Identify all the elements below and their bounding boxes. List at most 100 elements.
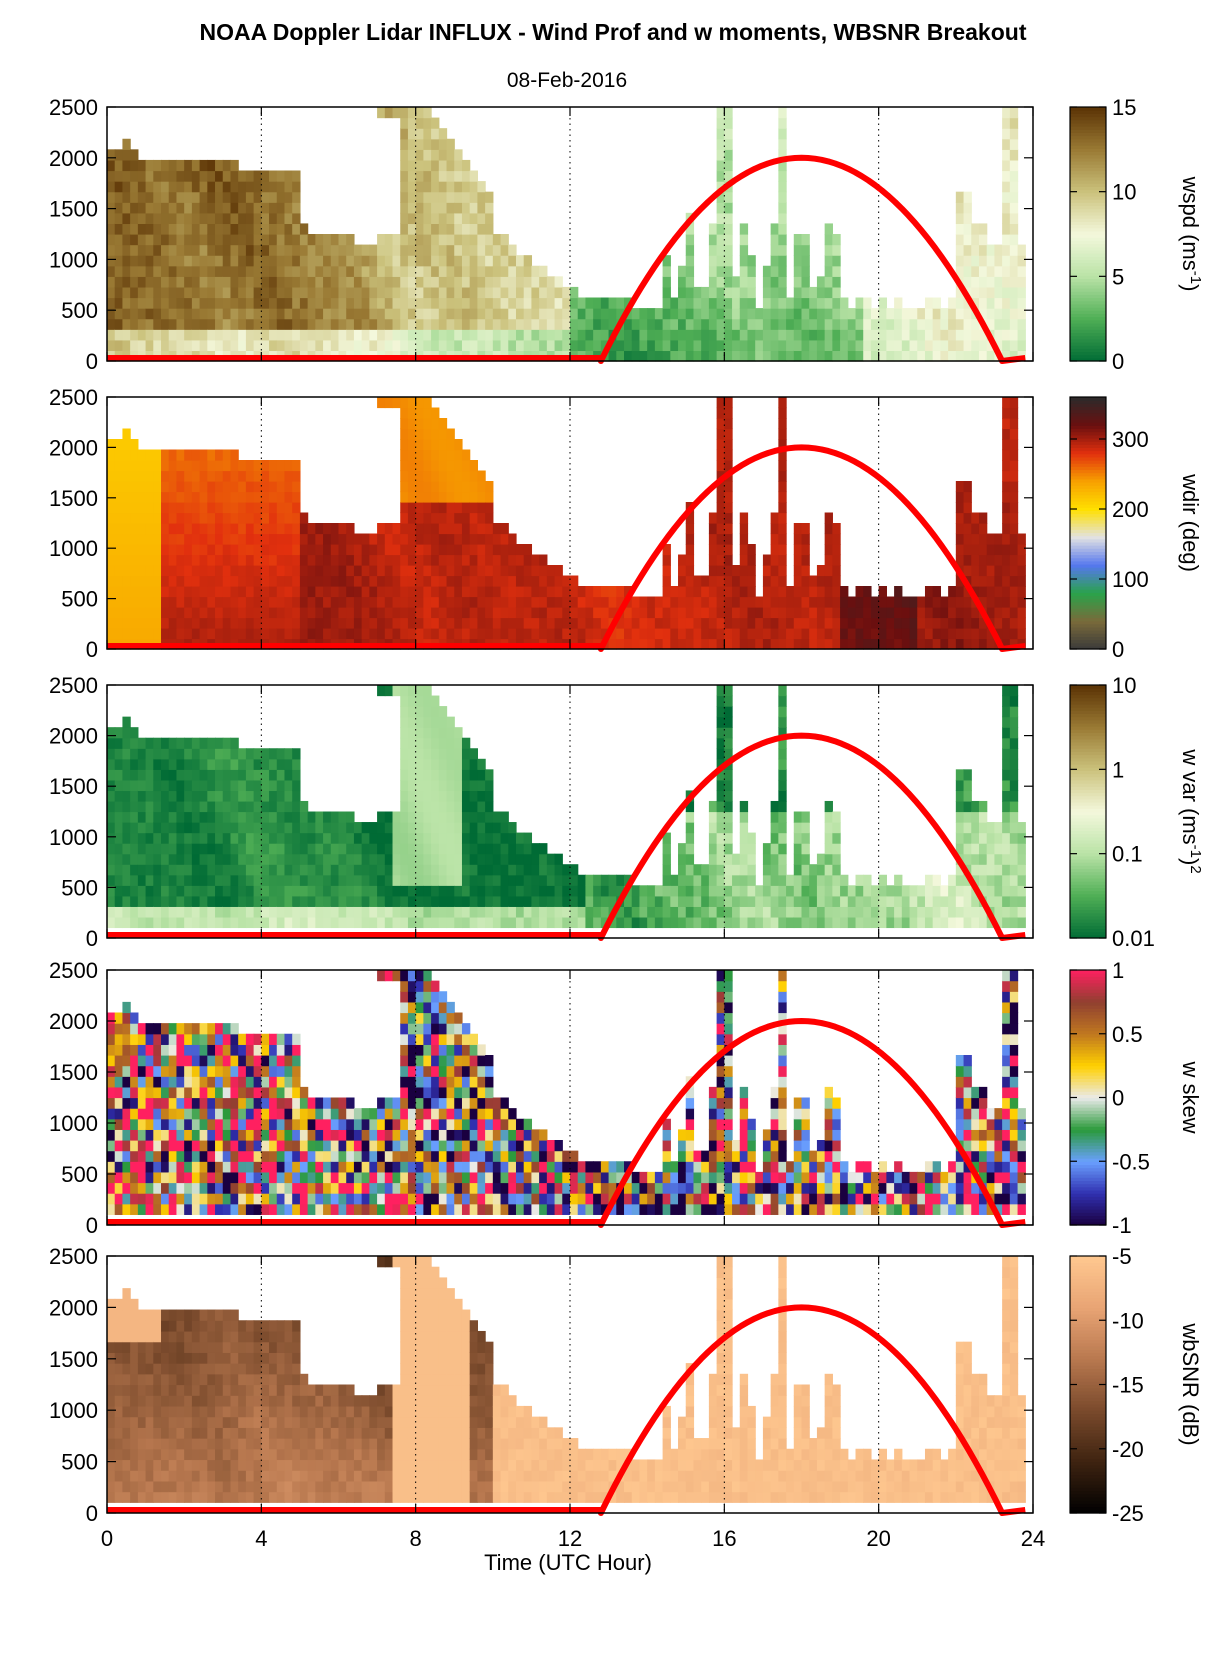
heatmap-cell xyxy=(492,297,502,309)
heatmap-cell xyxy=(840,638,849,650)
heatmap-cell xyxy=(261,297,270,309)
heatmap-cell xyxy=(446,181,455,193)
heatmap-cell xyxy=(369,533,378,545)
heatmap-cell xyxy=(963,318,972,330)
heatmap-cell xyxy=(114,512,124,524)
heatmap-cell xyxy=(708,822,718,834)
heatmap-cell xyxy=(353,586,363,598)
heatmap-cell xyxy=(847,329,857,341)
heatmap-cell xyxy=(145,906,154,918)
heatmap-cell xyxy=(122,544,131,556)
heatmap-cell xyxy=(724,244,733,256)
heatmap-cell xyxy=(377,843,386,855)
heatmap-cell xyxy=(392,533,401,545)
heatmap-cell xyxy=(369,286,378,299)
heatmap-cell xyxy=(423,223,432,235)
colorbar-segment xyxy=(1070,633,1106,637)
heatmap-cell xyxy=(122,449,131,461)
heatmap-cell xyxy=(438,159,448,172)
heatmap-cell xyxy=(292,255,301,267)
colorbar-segment xyxy=(1070,710,1106,715)
heatmap-cell xyxy=(986,318,996,330)
heatmap-cell xyxy=(1009,265,1019,277)
heatmap-cell xyxy=(770,638,779,650)
heatmap-cell xyxy=(747,286,756,299)
heatmap-cell xyxy=(523,554,533,566)
colorbar-segment xyxy=(1070,817,1106,822)
heatmap-cell xyxy=(1017,874,1026,886)
heatmap-cell xyxy=(377,265,386,277)
heatmap-cell xyxy=(431,758,440,770)
heatmap-cell xyxy=(423,554,432,566)
heatmap-cell xyxy=(801,523,810,535)
heatmap-cell xyxy=(446,276,455,288)
heatmap-cell xyxy=(137,811,147,823)
heatmap-cell xyxy=(724,407,733,419)
heatmap-cell xyxy=(693,308,702,320)
heatmap-cell xyxy=(870,308,880,320)
heatmap-cell xyxy=(269,234,278,246)
heatmap-cell xyxy=(832,895,841,907)
heatmap-cell xyxy=(107,1108,116,1120)
heatmap-cell xyxy=(130,1140,139,1152)
heatmap-cell xyxy=(840,874,849,886)
heatmap-cell xyxy=(392,906,401,918)
heatmap-cell xyxy=(461,596,471,608)
colorbar-segment xyxy=(1070,912,1106,917)
heatmap-cell xyxy=(955,212,965,225)
heatmap-cell xyxy=(446,790,455,802)
heatmap-cell xyxy=(168,512,178,524)
heatmap-cell xyxy=(739,607,749,619)
colorbar-segment xyxy=(1070,579,1106,584)
heatmap-cell xyxy=(778,170,787,182)
heatmap-cell xyxy=(400,449,409,461)
colorbar-segment xyxy=(1070,532,1106,537)
heatmap-cell xyxy=(407,800,417,813)
heatmap-cell xyxy=(539,874,548,886)
heatmap-cell xyxy=(323,565,332,577)
heatmap-cell xyxy=(199,737,208,749)
heatmap-cell xyxy=(708,843,718,855)
heatmap-cell xyxy=(1017,843,1026,855)
heatmap-cell xyxy=(299,596,309,608)
heatmap-cell xyxy=(778,565,787,577)
heatmap-cell xyxy=(978,523,988,535)
heatmap-cell xyxy=(114,737,124,749)
heatmap-cell xyxy=(207,181,216,193)
heatmap-cell xyxy=(662,565,671,577)
colorbar-label: wdir (deg) xyxy=(1178,473,1203,572)
heatmap-cell xyxy=(137,1108,147,1120)
heatmap-cell xyxy=(122,874,131,886)
heatmap-cell xyxy=(469,874,478,886)
heatmap-cell xyxy=(114,491,124,503)
heatmap-cell xyxy=(986,628,996,640)
heatmap-cell xyxy=(739,234,749,246)
heatmap-cell xyxy=(423,339,432,352)
heatmap-cell xyxy=(554,596,563,608)
heatmap-cell xyxy=(392,596,401,608)
heatmap-cell xyxy=(377,874,386,886)
heatmap-cell xyxy=(284,181,293,193)
heatmap-cell xyxy=(685,255,695,267)
heatmap-cell xyxy=(469,554,478,566)
heatmap-cell xyxy=(253,276,262,288)
heatmap-cell xyxy=(708,512,718,524)
heatmap-cell xyxy=(137,234,147,246)
heatmap-cell xyxy=(438,769,448,781)
heatmap-cell xyxy=(215,329,224,341)
heatmap-cell xyxy=(593,297,602,309)
colorbar-segment xyxy=(1070,700,1106,705)
heatmap-cell xyxy=(924,617,934,629)
heatmap-cell xyxy=(732,329,741,341)
heatmap-cell xyxy=(847,318,857,330)
heatmap-cell xyxy=(824,628,833,640)
heatmap-cell xyxy=(292,748,301,760)
heatmap-cell xyxy=(330,329,340,341)
heatmap-cell xyxy=(739,628,749,640)
heatmap-cell xyxy=(161,318,170,330)
heatmap-cell xyxy=(816,916,826,929)
heatmap-cell xyxy=(161,491,170,503)
heatmap-cell xyxy=(153,202,162,214)
heatmap-cell xyxy=(384,297,394,309)
heatmap-cell xyxy=(539,617,548,629)
